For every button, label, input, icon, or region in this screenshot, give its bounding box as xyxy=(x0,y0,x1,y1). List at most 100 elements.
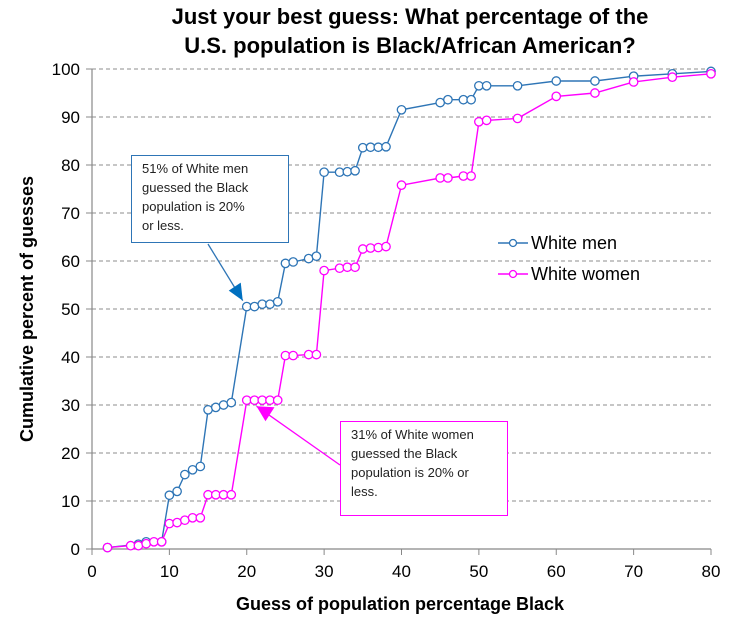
y-tick-label: 0 xyxy=(71,540,80,559)
data-point-white-men xyxy=(551,76,562,86)
annotation-white-men-line: 51% of White men xyxy=(142,161,249,176)
data-point-white-women xyxy=(396,180,407,191)
data-point-white-men xyxy=(195,461,206,472)
data-point-white-men xyxy=(590,76,600,86)
data-point-white-women xyxy=(102,542,113,553)
y-tick-label: 60 xyxy=(61,252,80,271)
annotation-white-men-line: or less. xyxy=(142,218,184,233)
legend: White men White women xyxy=(498,233,640,284)
x-axis-title: Guess of population percentage Black xyxy=(236,594,565,614)
axes xyxy=(86,68,712,555)
data-point-white-women xyxy=(551,91,562,102)
y-tick-label: 80 xyxy=(61,156,80,175)
legend-marker-white-men xyxy=(508,238,518,248)
data-point-white-women xyxy=(628,77,639,87)
data-point-white-men xyxy=(319,167,329,178)
y-tick-label: 10 xyxy=(61,492,80,511)
data-point-white-men xyxy=(381,141,391,152)
x-tick-label: 60 xyxy=(547,562,566,581)
data-point-white-women xyxy=(512,113,523,124)
annotation-white-men-line: population is 20% xyxy=(142,199,245,214)
series-layer xyxy=(102,66,716,553)
y-tick-label: 100 xyxy=(52,60,80,79)
x-tick-label: 70 xyxy=(624,562,643,581)
data-point-white-men xyxy=(180,469,190,480)
annotation-arrows xyxy=(207,243,341,466)
annotation-white-women: 31% of White women guessed the Black pop… xyxy=(340,421,508,516)
y-tick-label: 90 xyxy=(61,108,80,127)
data-point-white-women xyxy=(195,512,206,523)
data-point-white-women xyxy=(156,536,167,547)
data-point-white-women xyxy=(334,263,345,274)
data-point-white-women xyxy=(272,395,283,406)
data-point-white-women xyxy=(381,241,391,252)
data-point-white-women xyxy=(357,244,368,254)
data-point-white-men xyxy=(350,165,360,176)
series-white-women xyxy=(102,68,716,553)
legend-item-white-women: White women xyxy=(498,264,640,284)
data-point-white-men xyxy=(466,94,476,105)
data-point-white-men xyxy=(342,166,353,177)
data-point-white-women xyxy=(133,540,144,551)
data-point-white-women xyxy=(667,72,678,83)
y-tick-label: 40 xyxy=(61,348,80,367)
x-tick-label: 40 xyxy=(392,562,411,581)
x-tick-label: 10 xyxy=(160,562,179,581)
legend-marker-white-women xyxy=(508,269,518,279)
chart-title-line-1: Just your best guess: What percentage of… xyxy=(172,4,649,29)
x-tick-labels: 0 10 20 30 40 50 60 70 80 xyxy=(87,562,720,581)
data-point-white-women xyxy=(226,489,237,500)
x-tick-label: 50 xyxy=(469,562,488,581)
data-point-white-men xyxy=(512,80,523,91)
annotation-white-men-line: guessed the Black xyxy=(142,180,249,195)
data-point-white-men xyxy=(396,104,407,115)
data-point-white-men xyxy=(172,486,182,497)
data-point-white-men xyxy=(226,397,237,408)
arrowhead-white-men xyxy=(228,282,243,301)
data-point-white-men xyxy=(164,490,175,501)
annotation-white-women-line: population is 20% or xyxy=(351,465,469,480)
annotation-white-women-line: 31% of White women xyxy=(351,427,474,442)
data-point-white-women xyxy=(164,518,175,529)
data-point-white-women xyxy=(706,68,716,79)
data-point-white-men xyxy=(311,251,322,262)
y-tick-label: 50 xyxy=(61,300,80,319)
annotation-white-women-line: less. xyxy=(351,484,378,499)
chart-title: Just your best guess: What percentage of… xyxy=(172,4,649,58)
data-point-white-men xyxy=(288,257,299,267)
data-point-white-women xyxy=(141,538,152,549)
y-tick-label: 70 xyxy=(61,204,80,223)
legend-item-white-men: White men xyxy=(498,233,617,253)
annotation-white-women-line: guessed the Black xyxy=(351,446,458,461)
annotation-white-men: 51% of White men guessed the Black popul… xyxy=(131,155,289,243)
data-point-white-women xyxy=(350,262,360,273)
x-tick-label: 30 xyxy=(315,562,334,581)
legend-label-white-men: White men xyxy=(531,233,617,253)
data-point-white-men xyxy=(280,258,291,269)
y-tick-label: 30 xyxy=(61,396,80,415)
data-point-white-men xyxy=(272,296,283,307)
x-tick-label: 80 xyxy=(702,562,721,581)
x-tick-label: 0 xyxy=(87,562,96,581)
arrow-line-white-women xyxy=(256,405,341,466)
y-tick-labels: 0 10 20 30 40 50 60 70 80 90 100 xyxy=(52,60,80,559)
data-point-white-men xyxy=(481,80,492,91)
x-tick-label: 20 xyxy=(237,562,256,581)
series-white-men xyxy=(102,66,716,553)
y-axis-title: Cumulative percent of guesses xyxy=(17,176,37,442)
data-point-white-women xyxy=(474,116,484,127)
data-point-white-women xyxy=(288,350,299,361)
legend-label-white-women: White women xyxy=(531,264,640,284)
data-point-white-women xyxy=(481,115,492,126)
data-point-white-women xyxy=(443,173,453,183)
data-point-white-men xyxy=(187,464,198,475)
data-point-white-women xyxy=(590,88,600,98)
arrowhead-white-women xyxy=(256,406,275,422)
chart-title-line-2: U.S. population is Black/African America… xyxy=(184,33,636,58)
y-tick-label: 20 xyxy=(61,444,80,463)
data-point-white-women xyxy=(466,171,476,181)
data-point-white-women xyxy=(311,349,322,360)
data-point-white-men xyxy=(443,94,453,105)
data-point-white-women xyxy=(319,265,329,276)
